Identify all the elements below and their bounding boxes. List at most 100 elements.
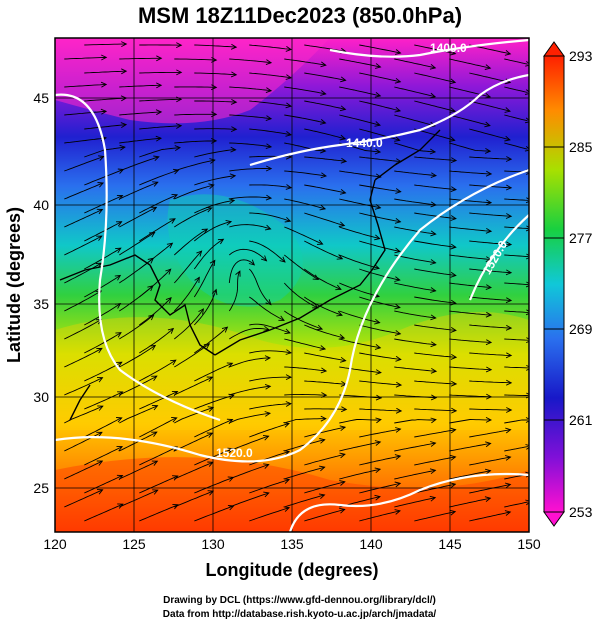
streamline	[304, 268, 342, 290]
streamline-arrow	[505, 184, 513, 191]
streamline-arrow	[285, 46, 292, 52]
x-tick-label: 125	[122, 536, 146, 552]
streamline-arrow	[450, 427, 457, 434]
streamline	[139, 328, 174, 354]
streamline	[414, 212, 456, 220]
streamline-arrow	[340, 356, 347, 363]
streamline	[174, 58, 217, 61]
streamline-arrow	[206, 206, 213, 213]
streamline	[174, 207, 212, 228]
streamline	[304, 240, 343, 260]
x-tick-label: 140	[359, 536, 383, 552]
streamline-arrow	[221, 326, 229, 333]
streamline	[173, 277, 200, 312]
streamline	[64, 348, 103, 368]
streamline	[304, 184, 346, 194]
streamline	[339, 170, 381, 178]
streamline-arrow	[230, 126, 238, 133]
streamline-arrow	[430, 314, 437, 321]
streamline-arrow	[526, 365, 529, 371]
streamline	[249, 479, 290, 494]
streamline-arrow	[394, 276, 401, 282]
streamline-arrow	[374, 318, 381, 325]
streamline-arrow	[96, 377, 104, 383]
contour-1440	[249, 73, 529, 167]
streamline-arrow	[96, 489, 104, 495]
streamline	[174, 140, 217, 144]
streamline-arrow	[116, 446, 124, 452]
streamline	[194, 448, 234, 466]
streamline-arrow	[100, 108, 108, 115]
x-tick-label: 130	[201, 536, 225, 552]
streamline-arrow	[201, 228, 209, 235]
streamline	[84, 124, 127, 130]
streamline	[339, 198, 381, 209]
streamline-arrow	[374, 148, 382, 155]
streamline	[139, 169, 179, 186]
streamline-arrow	[430, 259, 437, 265]
streamline	[394, 114, 436, 127]
streamline-arrow	[373, 264, 380, 270]
streamline	[394, 469, 436, 480]
streamline	[449, 226, 492, 232]
y-tick-label: 35	[33, 296, 49, 312]
streamline	[139, 391, 178, 410]
streamline-arrow	[395, 188, 402, 194]
contour-east	[468, 214, 529, 301]
streamline	[304, 324, 345, 339]
colorbar-label: 277	[569, 230, 593, 246]
streamline	[229, 357, 271, 368]
streamline	[174, 86, 217, 88]
streamline-arrow	[485, 284, 492, 291]
streamline	[304, 408, 347, 410]
streamline	[119, 232, 155, 256]
streamline	[359, 212, 401, 223]
streamline	[284, 198, 326, 210]
streamline	[394, 394, 437, 399]
streamline-arrow	[278, 315, 285, 321]
streamline	[304, 508, 345, 522]
colorbar-bottom-arrow	[543, 511, 565, 527]
streamline-arrow	[172, 168, 180, 175]
streamline	[284, 114, 326, 124]
streamline	[139, 125, 182, 130]
streamline	[339, 282, 380, 297]
streamline-arrow	[429, 63, 437, 70]
japan-coast	[214, 179, 386, 356]
streamline-arrow	[171, 193, 179, 200]
streamline-arrow	[227, 447, 234, 454]
streamline-arrow	[285, 131, 292, 137]
streamline	[228, 270, 241, 312]
streamline-arrow	[316, 324, 324, 331]
streamline-arrow	[450, 215, 457, 221]
streamline-arrow	[449, 78, 457, 85]
streamline-arrow	[151, 404, 159, 411]
streamline-arrow	[506, 379, 513, 386]
streamline	[119, 460, 158, 480]
streamline	[119, 285, 154, 312]
streamline	[504, 310, 529, 313]
streamline-arrow	[230, 43, 238, 50]
streamline	[84, 70, 127, 74]
streamline-arrow	[375, 417, 382, 424]
streamline	[64, 182, 104, 200]
streamline-arrow	[505, 213, 513, 219]
streamline-arrow	[319, 204, 327, 211]
streamline	[359, 72, 401, 83]
streamline	[504, 282, 529, 286]
streamline-arrow	[319, 119, 327, 125]
streamline	[359, 268, 400, 281]
streamline-arrow	[374, 494, 381, 501]
streamline	[84, 303, 121, 326]
streamline	[359, 44, 401, 54]
streamline-arrow	[485, 339, 493, 346]
streamline	[504, 198, 529, 201]
streamline	[249, 240, 286, 263]
streamline	[304, 296, 343, 316]
streamline	[339, 86, 381, 97]
streamline	[449, 198, 492, 204]
streamline-arrow	[429, 468, 437, 475]
streamline	[194, 175, 236, 186]
streamline	[229, 327, 269, 340]
streamline-arrow	[208, 183, 215, 190]
